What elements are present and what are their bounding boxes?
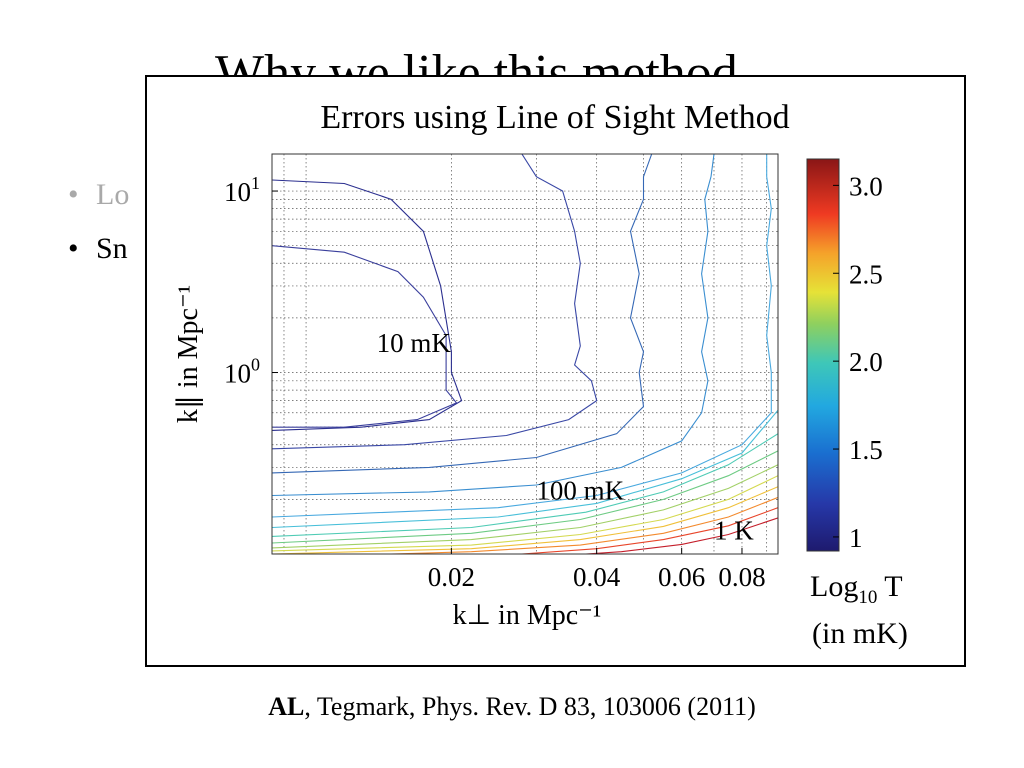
contour-line [272, 179, 463, 431]
contour-line [272, 154, 715, 497]
citation: AL, Tegmark, Phys. Rev. D 83, 103006 (20… [0, 692, 1024, 722]
figure-title: Errors using Line of Sight Method [320, 99, 789, 136]
contour-line [272, 464, 778, 549]
bullet-item-2: • Sn [68, 232, 128, 266]
x-tick-label: 0.08 [718, 562, 765, 592]
bullet-text: Lo [96, 178, 130, 211]
citation-author: AL [268, 692, 305, 721]
colorbar-tick-label: 2.5 [849, 259, 883, 289]
bullet-text: Sn [96, 232, 128, 265]
colorbar-tick-label: 2.0 [849, 347, 883, 377]
contour-line [272, 154, 598, 450]
contour-line [521, 507, 778, 554]
colorbar [806, 158, 840, 552]
colorbar-label-line1: Log10 T [810, 570, 903, 608]
contour-line [272, 450, 778, 544]
colorbar-tick-label: 1.5 [849, 435, 883, 465]
colorbar-tick-label: 1 [849, 523, 863, 553]
contour-annotation: 100 mK [536, 475, 624, 505]
y-tick-label: 100 [224, 355, 260, 389]
plot-frame [271, 153, 779, 555]
figure-panel: Errors using Line of Sight Method 0.02 0.… [145, 75, 966, 667]
colorbar-ticks: 1 1.5 2.0 2.5 3.0 [833, 171, 883, 553]
x-tick-label: 0.02 [428, 562, 475, 592]
colorbar-tick-label: 3.0 [849, 171, 883, 201]
contour-line [391, 496, 778, 554]
contour-line [272, 475, 778, 552]
contour-line [272, 409, 778, 529]
y-axis-label: k∥ in Mpc⁻¹ [173, 285, 204, 423]
bullet-dot: • [68, 178, 79, 211]
x-axis-label: k⊥ in Mpc⁻¹ [453, 600, 602, 631]
contour-annotations: 10 mK 100 mK 1 K [377, 328, 755, 546]
contour-line [272, 486, 778, 554]
y-tick-label: 101 [224, 173, 260, 207]
citation-rest: , Tegmark, Phys. Rev. D 83, 103006 (2011… [304, 692, 756, 721]
contour-annotation: 10 mK [377, 328, 452, 358]
bullet-item-1: • Lo [68, 178, 129, 212]
bullet-dot: • [68, 232, 79, 265]
contour-line [272, 154, 772, 518]
x-tick-label: 0.06 [658, 562, 705, 592]
contour-line [272, 154, 653, 474]
contour-lines [272, 154, 778, 554]
contour-figure: Errors using Line of Sight Method 0.02 0.… [173, 99, 908, 650]
contour-line [272, 245, 458, 428]
contour-line [272, 433, 778, 537]
colorbar-label-line2: (in mK) [812, 617, 908, 650]
contour-annotation: 1 K [714, 516, 754, 546]
x-axis-ticks: 0.02 0.04 0.06 0.08 [428, 548, 766, 592]
contour-line [585, 517, 778, 554]
y-axis-ticks: 100 101 [224, 173, 278, 389]
x-tick-label: 0.04 [573, 562, 621, 592]
